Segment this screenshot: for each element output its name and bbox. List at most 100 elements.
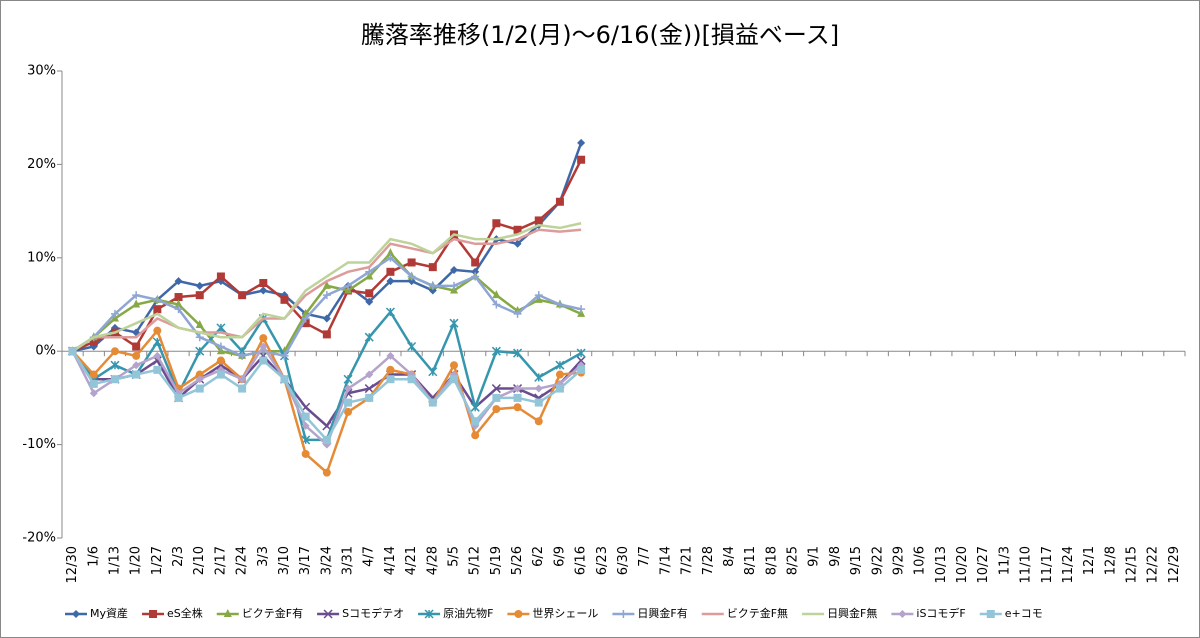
legend-label: e+コモ bbox=[1005, 607, 1043, 620]
x-tick-label: 11/17 bbox=[1040, 546, 1055, 583]
x-tick-label: 2/24 bbox=[235, 546, 250, 575]
x-tick-label: 8/11 bbox=[743, 546, 758, 575]
x-tick-label: 2/10 bbox=[192, 546, 207, 575]
marker bbox=[153, 326, 162, 335]
x-tick-label: 11/3 bbox=[997, 546, 1012, 575]
marker bbox=[534, 398, 543, 407]
x-tick-label: 9/1 bbox=[807, 546, 822, 567]
series-line bbox=[71, 222, 582, 353]
marker bbox=[238, 384, 247, 393]
x-tick-label: 12/30 bbox=[65, 546, 80, 583]
marker bbox=[534, 417, 543, 426]
marker bbox=[449, 265, 458, 274]
marker bbox=[301, 314, 310, 323]
marker bbox=[365, 297, 374, 306]
marker bbox=[132, 361, 141, 370]
marker bbox=[174, 293, 183, 302]
marker bbox=[195, 281, 204, 290]
x-tick-label: 1/13 bbox=[107, 546, 122, 575]
marker bbox=[301, 449, 310, 458]
x-tick-label: 4/7 bbox=[362, 546, 377, 567]
marker bbox=[555, 370, 564, 379]
marker bbox=[365, 370, 374, 379]
marker bbox=[534, 291, 543, 300]
x-tick-label: 3/10 bbox=[277, 546, 292, 575]
marker bbox=[513, 384, 522, 393]
legend-entry: iSコモデF bbox=[891, 606, 966, 620]
x-tick-label: 11/10 bbox=[1019, 546, 1034, 583]
x-tick-label: 4/14 bbox=[383, 546, 398, 575]
marker bbox=[619, 610, 628, 618]
marker bbox=[174, 277, 183, 286]
marker bbox=[898, 610, 907, 618]
y-tick-label: -20% bbox=[22, 531, 56, 546]
marker bbox=[301, 421, 310, 430]
x-tick-label: 7/21 bbox=[680, 546, 695, 575]
y-tick-label: 30% bbox=[27, 64, 56, 79]
marker bbox=[577, 365, 586, 374]
marker bbox=[195, 384, 204, 393]
marker bbox=[280, 295, 289, 304]
marker bbox=[365, 289, 374, 298]
y-tick-label: -10% bbox=[22, 437, 56, 452]
marker bbox=[132, 299, 141, 308]
marker bbox=[492, 300, 501, 309]
marker bbox=[555, 360, 565, 370]
marker bbox=[407, 341, 417, 352]
marker bbox=[195, 370, 204, 379]
x-tick-label: 1/27 bbox=[150, 546, 165, 575]
marker bbox=[513, 393, 522, 402]
x-tick-label: 1/6 bbox=[86, 546, 101, 567]
legend-entry: 世界シェール bbox=[507, 607, 598, 620]
y-tick-label: 20% bbox=[27, 157, 56, 172]
x-tick-label: 6/2 bbox=[531, 546, 546, 567]
marker bbox=[534, 384, 543, 393]
marker bbox=[132, 351, 141, 360]
x-tick-label: 10/20 bbox=[955, 546, 970, 583]
marker bbox=[301, 412, 310, 421]
marker bbox=[322, 435, 331, 444]
x-tick-label: 9/29 bbox=[891, 546, 906, 575]
marker bbox=[407, 272, 416, 281]
legend-entry: ビクテ金F無 bbox=[701, 606, 788, 620]
marker bbox=[301, 319, 310, 328]
x-tick-label: 10/6 bbox=[913, 546, 928, 575]
marker bbox=[216, 370, 225, 379]
marker bbox=[132, 291, 141, 300]
marker bbox=[344, 384, 353, 393]
marker bbox=[470, 402, 480, 412]
marker bbox=[89, 337, 98, 346]
legend-entry: 日興金F有 bbox=[612, 606, 688, 620]
marker bbox=[386, 351, 395, 360]
marker bbox=[364, 384, 374, 394]
marker bbox=[343, 374, 353, 384]
marker bbox=[322, 314, 331, 323]
marker bbox=[280, 351, 289, 360]
x-tick-label: 8/18 bbox=[764, 546, 779, 575]
marker bbox=[449, 361, 458, 370]
legend-label: iSコモデF bbox=[916, 606, 965, 620]
x-tick-label: 5/12 bbox=[468, 546, 483, 575]
marker bbox=[238, 291, 247, 300]
legend-label: My資産 bbox=[90, 607, 128, 620]
x-tick-label: 12/15 bbox=[1125, 546, 1140, 583]
marker bbox=[195, 320, 204, 329]
x-tick-label: 8/4 bbox=[722, 546, 737, 567]
legend-label: 世界シェール bbox=[532, 607, 598, 620]
marker bbox=[514, 610, 523, 618]
marker bbox=[216, 356, 225, 365]
x-tick-label: 5/19 bbox=[489, 546, 504, 575]
marker bbox=[428, 398, 437, 407]
marker bbox=[407, 375, 416, 384]
marker bbox=[238, 375, 247, 384]
x-tick-label: 4/21 bbox=[404, 546, 419, 575]
marker bbox=[89, 389, 98, 398]
x-tick-label: 3/31 bbox=[341, 546, 356, 575]
legend-entry: ビクテ金F有 bbox=[216, 606, 303, 620]
marker bbox=[132, 342, 141, 351]
marker bbox=[386, 267, 395, 276]
x-tick-label: 9/15 bbox=[849, 546, 864, 575]
x-tick-label: 12/29 bbox=[1167, 546, 1182, 583]
marker bbox=[216, 342, 225, 351]
marker bbox=[110, 375, 119, 384]
